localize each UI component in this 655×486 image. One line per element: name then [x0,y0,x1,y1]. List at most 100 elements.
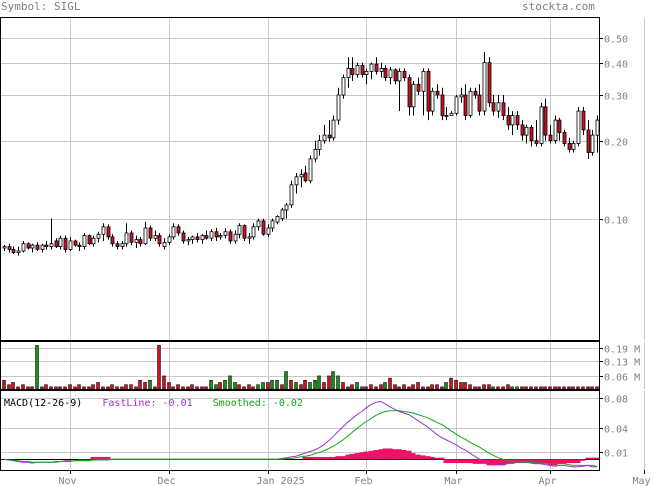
candle-body [435,90,440,96]
macd-histogram-bar [453,459,459,464]
volume-bar [134,386,138,390]
volume-bar [308,382,312,390]
volume-bar [157,345,161,390]
candle-body [317,140,322,150]
volume-bar [106,386,110,390]
candle-body [7,246,12,250]
candle-body [91,237,96,245]
volume-bar [129,384,133,390]
site-logo: stockta.com [522,0,595,13]
macd-smoothed-label: Smoothed: -0.02 [213,398,303,409]
macd-histogram-bar [410,453,416,460]
candle-body [529,126,534,142]
volume-ytick-label: 0.19 M [604,345,640,356]
candle-body [327,134,332,139]
macd-histogram-bar [528,459,534,464]
macd-histogram-bar [448,459,454,464]
candle-body [242,225,247,239]
volume-bar [435,384,439,390]
candle-body [176,226,181,234]
volume-bar [120,386,124,390]
candle-body [576,110,581,144]
volume-bar [440,386,444,390]
volume-bar [209,380,213,390]
macd-histogram-bar [345,454,351,460]
volume-bar [261,382,265,390]
volume-bar [449,377,453,390]
macd-ytick-label: 0.08 [604,395,628,406]
volume-bar [553,386,557,390]
volume-bar [407,386,411,390]
candle-body [388,69,393,79]
candle-body [313,148,318,160]
macd-histogram-bar [481,459,487,464]
volume-bar [524,386,528,390]
volume-bar [477,386,481,390]
volume-bar [341,382,345,390]
volume-bar [2,380,6,390]
volume-bar [96,382,100,390]
macd-histogram-bar [500,459,506,466]
candle-body [247,236,252,239]
candle-body [374,63,379,72]
candle-body [430,90,435,112]
macd-ytick-label: 0.01 [604,449,628,460]
candle-body [181,232,186,242]
macd-histogram-bar [429,456,435,460]
volume-bar [482,384,486,390]
candle-body [369,63,374,72]
candle-body [534,140,539,144]
macd-histogram-bar [387,448,393,460]
volume-bar [148,380,152,390]
candle-body [115,243,120,247]
volume-bar [294,382,298,390]
macd-histogram-bar [359,452,365,460]
x-tick-label: May [633,476,651,486]
candle-body [82,235,87,247]
candle-body [58,237,63,247]
volume-bar [336,375,340,390]
volume-bar [186,386,190,390]
candle-body [548,134,553,142]
volume-bar [411,384,415,390]
macd-histogram-bar [443,459,449,464]
candle-body [256,220,261,228]
macd-histogram-bar [552,459,558,466]
macd-histogram-bar [425,456,431,460]
candle-body [383,67,388,79]
candle-body [543,106,548,136]
volume-bar [350,384,354,390]
price-panel: 0.10 0.20 0.30 0.40 0.50 [0,17,645,341]
candle-body [562,132,567,144]
macd-histogram-bar [321,456,327,460]
candle-body [426,70,431,112]
candle-body [379,67,384,72]
volume-bar [63,386,67,390]
volume-bar [571,386,575,390]
volume-bar [30,386,34,390]
macd-histogram-bar [538,459,544,464]
macd-histogram-bar [340,456,346,460]
candle-body [557,119,562,133]
volume-bar [331,371,335,390]
volume-bar [576,386,580,390]
candle-body [284,204,289,211]
volume-ytick-label: 0.06 M [604,373,640,384]
volume-bar [463,382,467,390]
volume-bar [167,382,171,390]
volume-bar [346,386,350,390]
candle-body [444,115,449,117]
candle-body [571,143,576,150]
candle-body [524,126,529,136]
volume-bar [251,386,255,390]
candle-body [482,62,487,112]
x-tick-label: Nov [59,476,77,486]
volume-bar [16,386,20,390]
candle-body [200,235,205,240]
volume-bar [153,386,157,390]
candle-body [209,231,214,239]
candle-body [77,244,82,247]
macd-histogram-bar [373,450,379,460]
volume-bar [303,380,307,390]
candle-body [416,83,421,92]
